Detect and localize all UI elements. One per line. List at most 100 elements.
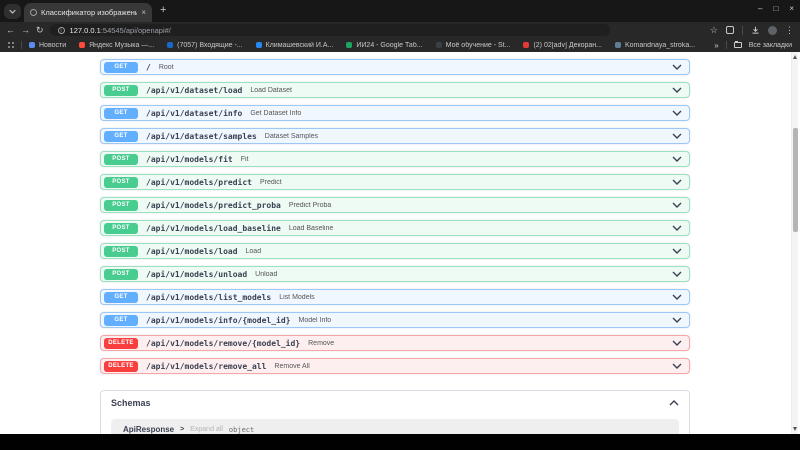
chevron-down-icon[interactable] — [672, 64, 682, 70]
opblock-post-row[interactable]: POST/api/v1/models/predict_proba Predict … — [100, 197, 690, 213]
toolbar-right: ☆ ⋮ — [709, 24, 794, 35]
opblock-post-row[interactable]: POST/api/v1/dataset/load Load Dataset — [100, 82, 690, 98]
endpoint-path: / — [146, 62, 151, 72]
bookmark-favicon-icon — [167, 42, 174, 48]
chevron-down-icon[interactable] — [672, 363, 682, 369]
scrollbar-down-arrow[interactable] — [793, 427, 797, 431]
apps-grid-icon[interactable] — [8, 42, 14, 48]
window-maximize-button[interactable]: □ — [773, 4, 779, 13]
method-badge: DELETE — [104, 360, 138, 372]
endpoint-path: /api/v1/models/fit — [146, 154, 233, 164]
bookmark-item[interactable]: Моё обучение - St... — [435, 42, 510, 49]
endpoint-path: /api/v1/dataset/samples — [146, 131, 257, 141]
bookmark-item[interactable]: Komandnaya_stroka... — [615, 42, 695, 49]
bookmark-label: Komandnaya_stroka... — [625, 41, 696, 49]
bookmarks-right: » Все закладки — [714, 41, 792, 50]
schemas-header[interactable]: Schemas — [101, 391, 689, 415]
endpoint-summary: Unload — [255, 270, 278, 278]
opblock-post-row[interactable]: POST/api/v1/models/load Load — [100, 243, 690, 259]
reload-button[interactable]: ↻ — [36, 24, 44, 35]
back-button[interactable]: ← — [6, 24, 15, 35]
new-tab-button[interactable]: + — [160, 4, 167, 16]
chevron-down-icon[interactable] — [672, 156, 682, 162]
opblock-get-row[interactable]: GET/api/v1/models/info/{model_id} Model I… — [100, 312, 690, 328]
window-close-button[interactable]: × — [789, 4, 794, 13]
scrollbar-thumb[interactable] — [793, 128, 798, 232]
method-badge: POST — [104, 199, 138, 211]
forward-button[interactable]: → — [21, 24, 30, 35]
model-expand-toggle-icon[interactable]: > — [180, 426, 185, 433]
bookmark-item[interactable]: (2) 02[adv] Декоран... — [523, 42, 602, 49]
method-badge: POST — [104, 153, 138, 165]
method-badge: GET — [104, 107, 138, 119]
endpoint-path: /api/v1/models/info/{model_id} — [146, 315, 291, 325]
scrollbar-up-arrow[interactable] — [793, 55, 797, 59]
chevron-down-icon[interactable] — [672, 271, 682, 277]
chevron-down-icon[interactable] — [672, 202, 682, 208]
endpoint-summary: Remove All — [274, 362, 310, 370]
opblock-get-row[interactable]: GET / Root — [100, 59, 690, 75]
endpoint-path: /api/v1/models/unload — [146, 269, 248, 279]
schema-model-row[interactable]: ApiResponse > Expand all object — [123, 425, 667, 434]
opblock-get-row[interactable]: GET/api/v1/dataset/samples Dataset Sample… — [100, 128, 690, 144]
chevron-down-icon[interactable] — [672, 110, 682, 116]
window-minimize-button[interactable]: – — [758, 4, 763, 13]
all-bookmarks-button[interactable]: Все закладки — [748, 41, 792, 49]
url-text: 127.0.0.1:54545/api/openapi#/ — [70, 26, 171, 35]
menu-kebab-icon[interactable]: ⋮ — [785, 24, 794, 35]
opblock-post-row[interactable]: POST/api/v1/models/fit Fit — [100, 151, 690, 167]
opblock-delete-row[interactable]: DELETE/api/v1/models/remove_all Remove Al… — [100, 358, 690, 374]
schema-model-name: ApiResponse — [123, 425, 175, 434]
bookmarks-overflow-icon[interactable]: » — [714, 40, 719, 50]
chevron-down-icon[interactable] — [672, 225, 682, 231]
method-badge: POST — [104, 84, 138, 96]
chevron-down-icon — [9, 9, 16, 14]
chevron-down-icon[interactable] — [672, 248, 682, 254]
expand-all-button[interactable]: Expand all — [190, 426, 223, 433]
endpoint-path: /api/v1/dataset/load — [146, 85, 243, 95]
endpoint-summary: Get Dataset Info — [250, 109, 302, 117]
bookmark-item[interactable]: Яндекс Музыка —... — [79, 42, 154, 49]
bookmark-favicon-icon — [523, 42, 530, 48]
method-badge: GET — [104, 61, 138, 73]
url-host: 127.0.0.1 — [69, 25, 101, 35]
site-info-icon[interactable]: i — [57, 26, 65, 34]
schema-model-box: ApiResponse > Expand all object — [111, 419, 679, 434]
chevron-down-icon[interactable] — [672, 340, 682, 346]
bookmark-label: (7057) Входящие -... — [177, 41, 243, 49]
bookmark-item[interactable]: (7057) Входящие -... — [167, 41, 243, 49]
bookmark-favicon-icon — [79, 42, 86, 48]
chevron-up-icon[interactable] — [669, 400, 679, 406]
method-badge: POST — [104, 245, 138, 257]
browser-toolbar: ← → ↻ i 127.0.0.1:54545/api/openapi#/ ☆ … — [0, 22, 800, 38]
chevron-down-icon[interactable] — [672, 294, 682, 300]
tab-close-icon[interactable]: × — [141, 7, 146, 17]
page-scrollbar[interactable] — [791, 52, 798, 434]
profile-avatar[interactable] — [768, 25, 777, 35]
address-bar[interactable]: i 127.0.0.1:54545/api/openapi#/ — [49, 24, 610, 36]
opblock-post-row[interactable]: POST/api/v1/models/unload Unload — [100, 266, 690, 282]
chevron-down-icon[interactable] — [672, 179, 682, 185]
schema-model-type: object — [228, 425, 255, 434]
bookmark-star-icon[interactable]: ☆ — [709, 24, 718, 35]
opblock-post-row[interactable]: POST/api/v1/models/load_baseline Load Bas… — [100, 220, 690, 236]
chevron-down-icon[interactable] — [672, 87, 682, 93]
endpoint-summary: Fit — [240, 155, 249, 163]
endpoint-path: /api/v1/models/list_models — [146, 292, 272, 302]
chevron-down-icon[interactable] — [672, 133, 682, 139]
opblock-get-row[interactable]: GET/api/v1/models/list_models List Models — [100, 289, 690, 305]
bookmark-item[interactable]: Новости — [29, 42, 66, 49]
bookmark-item[interactable]: ИИ24 - Google Таб... — [346, 42, 423, 49]
browser-tab[interactable]: Классификатор изображений × — [24, 3, 152, 22]
bookmark-favicon-icon — [255, 42, 262, 48]
opblock-post-row[interactable]: POST/api/v1/models/predict Predict — [100, 174, 690, 190]
bookmark-item[interactable]: Климашевский И.А... — [255, 42, 333, 49]
downloads-icon[interactable] — [751, 26, 760, 35]
bookmarks-divider-2 — [725, 41, 727, 49]
opblock-get-row[interactable]: GET/api/v1/dataset/info Get Dataset Info — [100, 105, 690, 121]
opblock-delete-row[interactable]: DELETE/api/v1/models/remove/{model_id} Re… — [100, 335, 690, 351]
bookmarks-list: Новости Яндекс Музыка —... (7057) Входящие… — [29, 42, 707, 49]
tab-search-button[interactable] — [4, 4, 21, 19]
extensions-icon[interactable] — [726, 26, 734, 34]
chevron-down-icon[interactable] — [672, 317, 682, 323]
